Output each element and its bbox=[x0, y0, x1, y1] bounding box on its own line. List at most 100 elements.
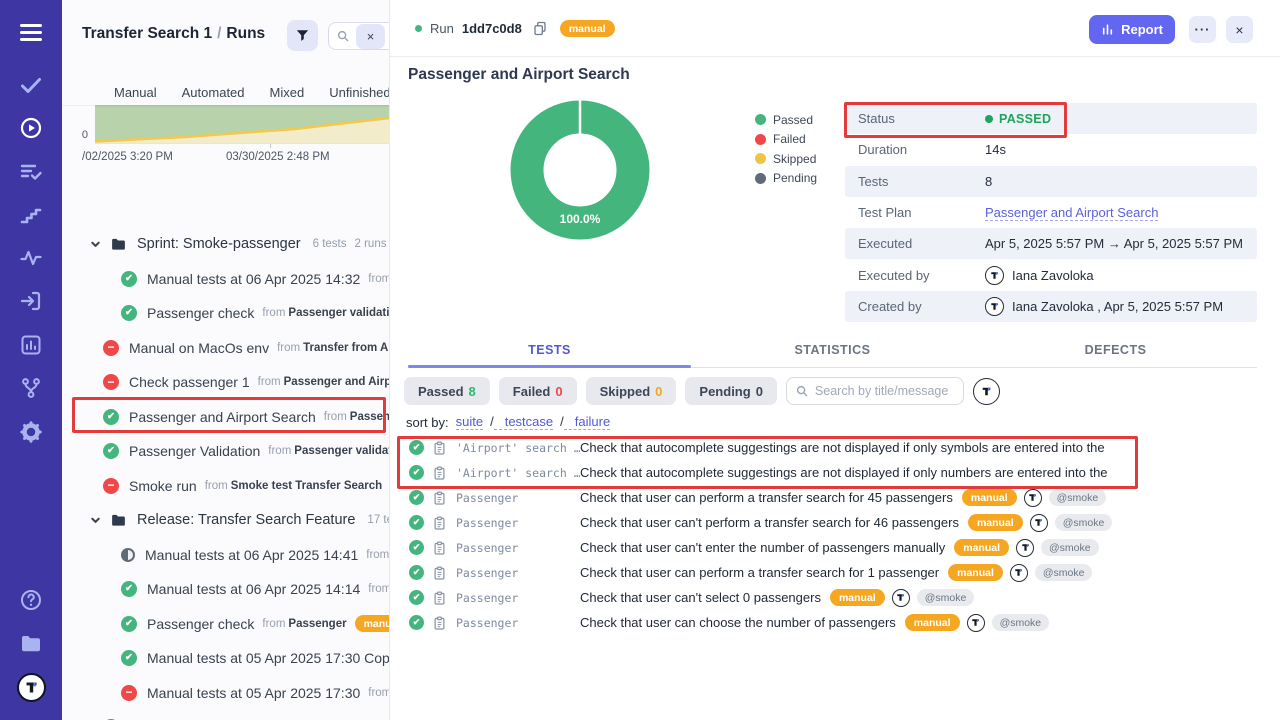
run-title: Passenger Validation bbox=[129, 443, 260, 459]
tests-check-icon[interactable] bbox=[19, 73, 43, 97]
testcase-icon bbox=[432, 465, 447, 481]
pill-count: 0 bbox=[655, 384, 662, 399]
tests-search-box[interactable] bbox=[786, 377, 964, 405]
test-row[interactable]: Passenger Check that user can perform a … bbox=[390, 560, 1138, 585]
chevron-down-icon[interactable] bbox=[90, 239, 101, 250]
run-tree-item[interactable]: Smoke run fromSmoke test Transfer Search… bbox=[62, 469, 390, 504]
run-tree-item[interactable]: Manual on MacOs env fromTransfer from Ai… bbox=[62, 331, 390, 366]
t-logo-icon bbox=[1013, 567, 1024, 578]
run-tree-item[interactable]: Passenger Validation fromPassenger valid… bbox=[62, 434, 390, 469]
run-tree-item[interactable]: Manual tests at 05 Apr 2025 17:30 Copy f… bbox=[62, 641, 390, 676]
tab[interactable]: TESTS bbox=[408, 337, 691, 367]
tests-search-input[interactable] bbox=[815, 384, 955, 398]
run-id: 1dd7c0d8 bbox=[462, 21, 522, 36]
runs-filter-tab[interactable]: Mixed bbox=[270, 85, 305, 100]
pulse-icon[interactable] bbox=[19, 246, 43, 270]
run-tree-item[interactable]: Manual tests at 06 Mar 2025 14:13 bbox=[62, 710, 390, 720]
branches-icon[interactable] bbox=[19, 376, 43, 400]
menu-icon[interactable] bbox=[20, 24, 42, 41]
test-row[interactable]: Passenger Check that user can't enter th… bbox=[390, 535, 1138, 560]
user-avatar bbox=[985, 266, 1004, 285]
analytics-icon[interactable] bbox=[19, 333, 43, 357]
manual-badge: manual bbox=[968, 514, 1023, 531]
manual-badge: manual bbox=[355, 615, 390, 632]
milestones-steps-icon[interactable] bbox=[19, 203, 43, 227]
sort-option[interactable]: testcase bbox=[494, 414, 553, 430]
test-plan-link[interactable]: Passenger and Airport Search bbox=[985, 205, 1158, 221]
run-title: Manual tests at 05 Apr 2025 17:30 Copy bbox=[147, 650, 390, 666]
run-tree-item[interactable]: Passenger and Airport Search fromPasseng… bbox=[62, 400, 390, 435]
testcase-icon bbox=[432, 540, 447, 556]
report-button[interactable]: Report bbox=[1089, 15, 1175, 44]
detail-text: 14s bbox=[985, 142, 1006, 157]
test-row[interactable]: 'Airport' search … Check that autocomple… bbox=[390, 460, 1138, 485]
x-axis bbox=[95, 143, 390, 144]
tab[interactable]: STATISTICS bbox=[691, 337, 974, 367]
test-row[interactable]: Passenger Check that user can perform a … bbox=[390, 485, 1138, 510]
detail-label: Status bbox=[858, 111, 985, 126]
test-row[interactable]: Passenger Check that user can't perform … bbox=[390, 510, 1138, 535]
legend-dot bbox=[755, 153, 766, 164]
test-row[interactable]: Passenger Check that user can choose the… bbox=[390, 610, 1138, 635]
test-passed-icon bbox=[409, 590, 424, 605]
manual-badge: manual bbox=[962, 489, 1017, 506]
t-logo-icon bbox=[1033, 517, 1044, 528]
plans-list-icon[interactable] bbox=[19, 160, 43, 184]
test-title: Check that user can't select 0 passenger… bbox=[580, 590, 821, 605]
filter-pill[interactable]: Pending 0 bbox=[685, 377, 777, 405]
runs-filter-tab[interactable]: Unfinished bbox=[329, 85, 390, 100]
runs-filter-tab[interactable]: Automated bbox=[182, 85, 245, 100]
pill-label: Passed bbox=[418, 384, 464, 399]
run-tree-item[interactable]: Manual tests at 06 Apr 2025 14:41 fromTr… bbox=[62, 538, 390, 573]
funnel-icon bbox=[294, 27, 311, 44]
detail-row: Test Plan Passenger and Airport Search bbox=[845, 197, 1257, 228]
help-icon[interactable] bbox=[19, 588, 43, 612]
run-tree-item[interactable]: Check passenger 1 fromPassenger and Airp… bbox=[62, 365, 390, 400]
test-row[interactable]: 'Airport' search … Check that autocomple… bbox=[390, 435, 1138, 460]
run-title: Manual tests at 05 Apr 2025 17:30 bbox=[147, 685, 360, 701]
suite-name: 'Airport' search … bbox=[456, 466, 580, 480]
import-icon[interactable] bbox=[19, 289, 43, 313]
test-row[interactable]: Passenger Check that user can't select 0… bbox=[390, 585, 1138, 610]
run-header: Run 1dd7c0d8 manual bbox=[415, 0, 615, 57]
pill-label: Skipped bbox=[600, 384, 651, 399]
projects-folder-icon[interactable] bbox=[19, 632, 43, 656]
run-label: Run bbox=[430, 21, 454, 36]
suite-name: Passenger bbox=[456, 591, 580, 605]
detail-value: 14s bbox=[985, 142, 1006, 157]
runs-play-icon[interactable] bbox=[19, 116, 43, 140]
t-logo-icon bbox=[989, 270, 1000, 281]
clear-search-button[interactable]: × bbox=[356, 24, 385, 49]
run-tree-item[interactable]: Manual tests at 06 Apr 2025 14:32 fromPa… bbox=[62, 262, 390, 297]
runs-filter-tab[interactable]: Manual bbox=[114, 85, 157, 100]
breadcrumb-project[interactable]: Transfer Search 1 bbox=[82, 25, 212, 42]
area-chart bbox=[95, 105, 390, 143]
sort-option[interactable]: suite bbox=[456, 414, 483, 430]
copy-icon[interactable] bbox=[532, 20, 548, 37]
settings-gear-icon[interactable] bbox=[19, 420, 43, 444]
more-actions-button[interactable]: ··· bbox=[1189, 16, 1216, 43]
run-details-table: Status PASSED Duration 14s bbox=[845, 103, 1257, 322]
filter-button[interactable] bbox=[287, 20, 318, 51]
assignee-avatar bbox=[1024, 489, 1042, 507]
filter-pill[interactable]: Passed 8 bbox=[404, 377, 490, 405]
run-tree-item[interactable]: Manual tests at 05 Apr 2025 17:30 fromTr… bbox=[62, 676, 390, 711]
run-tree-item[interactable]: Passenger check fromPassenger manual 6 bbox=[62, 607, 390, 642]
run-status-icon bbox=[103, 340, 119, 356]
run-tree-item[interactable]: Passenger check fromPassenger validation… bbox=[62, 296, 390, 331]
detail-label: Executed by bbox=[858, 268, 985, 283]
chevron-down-icon[interactable] bbox=[90, 515, 101, 526]
tab[interactable]: DEFECTS bbox=[974, 337, 1257, 367]
sort-option[interactable]: failure bbox=[564, 414, 610, 430]
results-donut-chart: 100.0% bbox=[505, 95, 655, 245]
test-passed-icon bbox=[409, 615, 424, 630]
run-tree-item[interactable]: Release: Transfer Search Feature 17 test… bbox=[62, 503, 390, 538]
assignee-filter-avatar[interactable] bbox=[973, 378, 1000, 405]
profile-avatar[interactable] bbox=[17, 673, 46, 702]
close-run-button[interactable]: × bbox=[1226, 16, 1253, 43]
run-tree-item[interactable]: Sprint: Smoke-passenger 6 tests 2 runs bbox=[62, 227, 390, 262]
filter-pill[interactable]: Skipped 0 bbox=[586, 377, 677, 405]
run-tree-item[interactable]: Manual tests at 06 Apr 2025 14:14 fromPa… bbox=[62, 572, 390, 607]
legend-dot bbox=[755, 114, 766, 125]
filter-pill[interactable]: Failed 0 bbox=[499, 377, 577, 405]
